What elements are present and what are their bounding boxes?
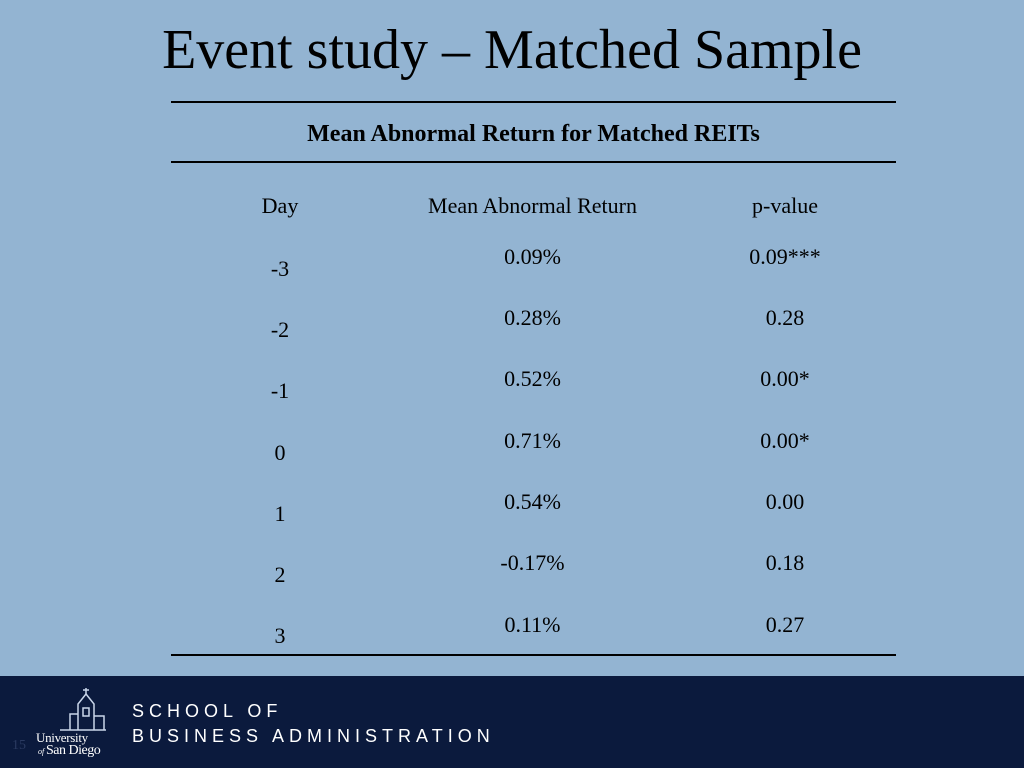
table-row-mar-cell: 0.28%: [504, 305, 561, 330]
slide-title: Event study – Matched Sample: [162, 19, 862, 81]
logo-of-text: of: [38, 747, 45, 756]
table-row-pvalue-cell: 0.09***: [749, 244, 821, 269]
table-row-day-cell: -2: [270, 317, 290, 342]
table-row-pvalue-cell: 0.00*: [760, 366, 810, 391]
table-row-mar-cell: 0.09%: [504, 244, 561, 269]
table-header-rule: [171, 161, 896, 163]
business-administration-text: BUSINESS ADMINISTRATION: [132, 726, 495, 746]
table-row-day-cell: 3: [274, 623, 286, 648]
table-row-day-cell: -1: [270, 378, 290, 403]
mission-tower-icon: [60, 688, 106, 731]
table-row-pvalue-cell: 0.18: [765, 550, 805, 575]
school-of-text: SCHOOL OF: [132, 701, 283, 721]
table-row-mar-cell: -0.17%: [500, 550, 565, 575]
university-logo: University of San Diego: [30, 686, 110, 764]
table-row-day-cell: 2: [274, 562, 286, 587]
logo-san-diego-text: San Diego: [46, 743, 101, 758]
table-row-day-cell: 1: [274, 501, 286, 526]
table-row-pvalue-cell: 0.00*: [760, 428, 810, 453]
table-row-day-cell: 0: [274, 440, 286, 465]
header-day: Day: [261, 193, 299, 218]
header-mean-abnormal-return: Mean Abnormal Return: [428, 193, 637, 218]
header-p-value: p-value: [752, 193, 818, 218]
table-row-pvalue-cell: 0.27: [765, 612, 805, 637]
slide-number: 15: [12, 738, 26, 753]
table-row-mar-cell: 0.11%: [504, 612, 561, 637]
table-row-day-cell: -3: [270, 256, 290, 281]
table-bottom-rule: [171, 654, 896, 656]
table-row-pvalue-cell: 0.28: [765, 305, 805, 330]
table-row-mar-cell: 0.54%: [504, 489, 561, 514]
table-row-pvalue-cell: 0.00: [765, 489, 805, 514]
table-row-mar-cell: 0.52%: [504, 366, 561, 391]
table-top-rule: [171, 101, 896, 103]
table-caption: Mean Abnormal Return for Matched REITs: [307, 121, 760, 147]
table-row-mar-cell: 0.71%: [504, 428, 561, 453]
footer-banner: University of San Diego SCHOOL OF BUSINE…: [0, 676, 1024, 768]
logo-university-text: University: [36, 730, 88, 745]
